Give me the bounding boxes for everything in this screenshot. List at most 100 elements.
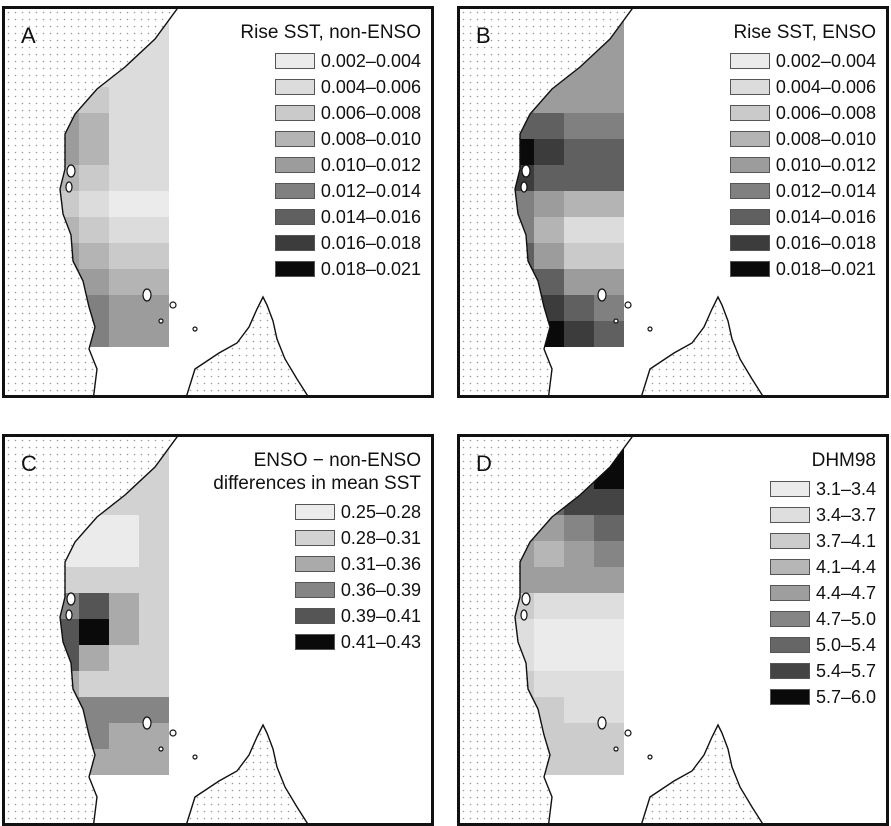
- legend-item: 0.008–0.010: [729, 126, 876, 152]
- island: [169, 301, 177, 309]
- grid-cell: [564, 645, 594, 671]
- legend-swatch: [729, 53, 770, 69]
- grid-cell: [534, 139, 564, 165]
- legend-item: 0.018–0.021: [729, 256, 876, 282]
- grid-cell: [79, 567, 109, 593]
- legend-item: 0.004–0.006: [274, 74, 421, 100]
- grid-cell: [564, 165, 594, 191]
- legend-swatch: [769, 611, 810, 627]
- legend-swatch: [729, 131, 770, 147]
- legend-swatch: [769, 663, 810, 679]
- grid-cell: [534, 645, 564, 671]
- island: [597, 716, 607, 730]
- grid-cell: [594, 61, 624, 87]
- grid-cell: [534, 593, 564, 619]
- grid-cell: [594, 489, 624, 515]
- grid-cell: [534, 217, 564, 243]
- island: [624, 301, 632, 309]
- grid-cell: [109, 217, 139, 243]
- legend-label: 0.014–0.016: [775, 206, 876, 227]
- grid-cell: [109, 619, 139, 645]
- legend-item: 0.28–0.31: [294, 525, 421, 551]
- grid-cell: [139, 489, 169, 515]
- grid-cell: [594, 567, 624, 593]
- legend-swatch: [274, 131, 315, 147]
- legend-label: 0.004–0.006: [775, 76, 876, 97]
- grid-cell: [534, 113, 564, 139]
- legend-item: 0.014–0.016: [729, 204, 876, 230]
- grid-cell: [594, 243, 624, 269]
- grid-cell: [139, 619, 169, 645]
- island: [142, 288, 152, 302]
- island: [192, 754, 198, 760]
- legend-label: 0.008–0.010: [775, 128, 876, 149]
- land-southeast: [186, 723, 309, 823]
- grid-cell: [109, 321, 139, 347]
- legend-item: 5.7–6.0: [769, 684, 876, 710]
- grid-cell: [564, 593, 594, 619]
- legend-swatch: [294, 582, 335, 598]
- legend-item: 0.014–0.016: [274, 204, 421, 230]
- map-d: [460, 437, 764, 823]
- grid-cell: [139, 113, 169, 139]
- legend-item: 0.004–0.006: [729, 74, 876, 100]
- grid-cell: [139, 671, 169, 697]
- legend-swatch: [769, 585, 810, 601]
- panel-a: A Rise SST, non-ENSO 0.002–0.004 0.004–0.…: [2, 6, 434, 398]
- legend-item: 3.4–3.7: [769, 502, 876, 528]
- panel-letter: B: [476, 23, 491, 48]
- grid-cell: [139, 243, 169, 269]
- legend-label: 0.006–0.008: [775, 102, 876, 123]
- grid-cell: [564, 567, 594, 593]
- legend-swatch: [274, 261, 315, 277]
- land-southeast: [186, 295, 309, 395]
- grid-cell: [79, 113, 109, 139]
- legend-label: 0.012–0.014: [320, 180, 421, 201]
- grid-cell: [534, 165, 564, 191]
- legend: Rise SST, non-ENSO 0.002–0.004 0.004–0.00…: [240, 21, 421, 282]
- grid-cell: [564, 541, 594, 567]
- legend-label: 0.018–0.021: [775, 258, 876, 279]
- panel-b: B Rise SST, ENSO 0.002–0.004 0.004–0.006 0…: [457, 6, 889, 398]
- island: [66, 164, 76, 178]
- island: [142, 716, 152, 730]
- land-west: [5, 437, 178, 823]
- legend-label: 0.008–0.010: [320, 128, 421, 149]
- land-southeast: [641, 295, 764, 395]
- grid-cell: [564, 295, 594, 321]
- legend-label: 0.010–0.012: [775, 154, 876, 175]
- legend: Rise SST, ENSO 0.002–0.004 0.004–0.006 0.0…: [729, 21, 876, 282]
- legend-label: 4.4–4.7: [815, 582, 876, 603]
- legend-swatch: [274, 53, 315, 69]
- legend-item: 0.012–0.014: [729, 178, 876, 204]
- legend-item: 5.4–5.7: [769, 658, 876, 684]
- island: [65, 181, 73, 193]
- grid-cell: [139, 515, 169, 541]
- legend-title: Rise SST, ENSO: [730, 21, 876, 44]
- legend: DHM98 3.1–3.4 3.4–3.7 3.7–4.1 4.1–4.4 4.4–4.…: [769, 449, 876, 710]
- legend-items: 0.002–0.004 0.004–0.006 0.006–0.008 0.008–0…: [729, 48, 876, 282]
- legend-label: 0.004–0.006: [320, 76, 421, 97]
- panel-c: C ENSO − non-ENSO differences in mean SS…: [2, 434, 434, 826]
- legend-label: 0.39–0.41: [340, 605, 421, 626]
- legend-swatch: [274, 157, 315, 173]
- grid-cell: [594, 113, 624, 139]
- grid-cell: [564, 723, 594, 749]
- grid-cell: [109, 113, 139, 139]
- legend-swatch: [729, 105, 770, 121]
- grid-cell: [594, 749, 624, 775]
- grid-cell: [79, 139, 109, 165]
- island: [66, 592, 76, 606]
- legend-item: 0.41–0.43: [294, 629, 421, 655]
- grid-cell: [594, 87, 624, 113]
- grid-cell: [594, 593, 624, 619]
- legend-item: 0.31–0.36: [294, 551, 421, 577]
- grid-cell: [594, 191, 624, 217]
- legend-title-line: Rise SST, ENSO: [733, 22, 876, 43]
- legend-label: 4.7–5.0: [815, 608, 876, 629]
- grid-cell: [534, 671, 564, 697]
- legend-label: 0.016–0.018: [320, 232, 421, 253]
- grid-cell: [109, 295, 139, 321]
- grid-cell: [564, 87, 594, 113]
- grid-cell: [594, 645, 624, 671]
